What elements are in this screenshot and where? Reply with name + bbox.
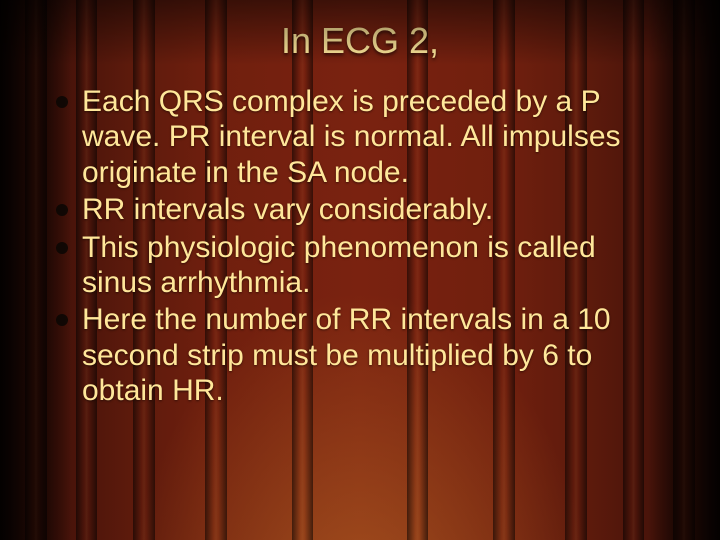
bullet-item: This physiologic phenomenon is called si… [56,230,664,301]
bullet-text: Here the number of RR intervals in a 10 … [82,303,611,407]
bullet-text: Each QRS complex is preceded by a P wave… [82,85,621,189]
slide: In ECG 2, Each QRS complex is preceded b… [0,0,720,540]
bullet-item: Here the number of RR intervals in a 10 … [56,302,664,408]
bullet-dot-icon [56,242,68,254]
bullet-text: This physiologic phenomenon is called si… [82,231,596,299]
slide-title: In ECG 2, [56,20,664,62]
bullet-dot-icon [56,96,68,108]
bullet-item: RR intervals vary considerably. [56,192,664,227]
bullet-item: Each QRS complex is preceded by a P wave… [56,84,664,190]
bullet-text: RR intervals vary considerably. [82,193,493,226]
bullet-dot-icon [56,204,68,216]
bullet-list: Each QRS complex is preceded by a P wave… [56,84,664,409]
bullet-dot-icon [56,314,68,326]
